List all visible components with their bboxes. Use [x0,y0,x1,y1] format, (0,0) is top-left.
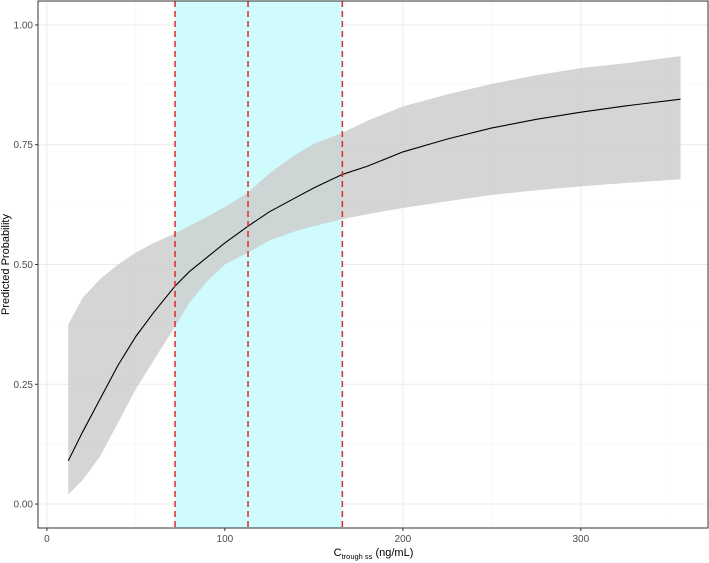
y-tick-label: 0.25 [14,380,34,391]
y-tick-label: 1.00 [14,20,34,31]
x-axis-title-unit: (ng/mL) [372,547,413,559]
x-tick-label: 100 [217,534,234,545]
x-axis-title: Ctrough ss (ng/mL) [334,547,414,561]
y-tick-label: 0.50 [14,260,34,271]
reference-lines-layer [174,1,344,528]
x-tick-label: 200 [395,534,412,545]
x-tick-label: 300 [573,534,590,545]
x-axis-title-subscript: trough ss [342,552,373,561]
plot-panel [37,0,709,529]
y-axis-ticks: 0.00 0.25 0.50 0.75 1.00 [14,20,38,511]
y-axis-title: Predicted Probability [0,214,12,315]
x-axis-title-main: C [334,547,342,559]
predicted-probability-line [67,98,681,462]
fitted-line-layer [67,98,681,462]
y-tick-label: 0.00 [14,500,34,511]
x-tick-label: 0 [44,534,50,545]
confidence-band-layer [68,56,681,495]
x-axis-ticks: 0 100 200 300 [44,528,590,545]
confidence-band [68,56,681,495]
y-tick-label: 0.75 [14,140,34,151]
